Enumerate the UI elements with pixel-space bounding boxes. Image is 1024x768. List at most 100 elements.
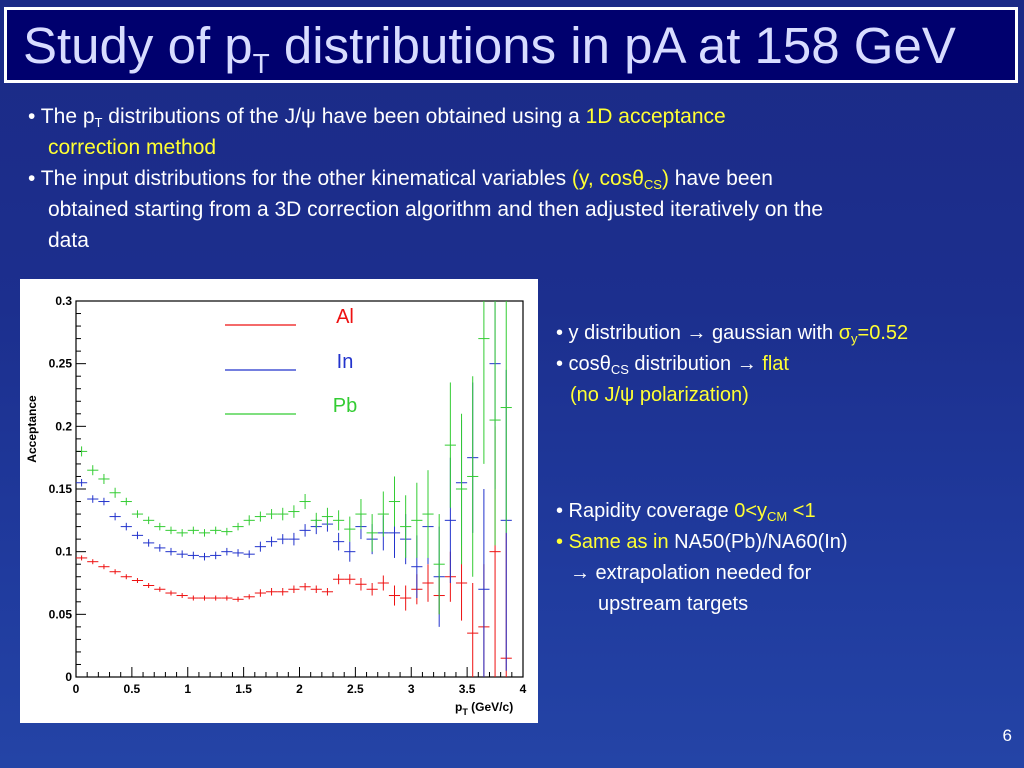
data-point-pb <box>299 494 311 510</box>
y-tick-label: 0.1 <box>55 545 72 559</box>
bullet-2-line-2: obtained starting from a 3D correction a… <box>48 198 824 221</box>
data-point-pb <box>187 526 199 535</box>
data-point-pb <box>154 522 166 531</box>
y-tick-label: 0 <box>65 670 72 684</box>
data-point-pb <box>198 529 211 537</box>
axes: 0 0.5 1 1.5 2 2.5 3 3.5 4 0 0.05 0.1 0.15 0.2 0.25 0.3 A… <box>25 294 527 717</box>
series-layer <box>76 301 512 677</box>
b1-sub: T <box>94 115 103 130</box>
rb2-l3-b: extrapolation needed for <box>590 562 812 584</box>
data-point-pb <box>400 495 412 558</box>
right-bullets-1: • y distribution → gaussian with σy=0.52… <box>556 318 908 411</box>
data-point-al <box>254 589 266 597</box>
x-tick-label: 3 <box>408 682 415 696</box>
legend-label-pb: Pb <box>333 395 357 417</box>
data-point-pb <box>210 526 222 535</box>
theta-symbol: θ <box>632 167 644 190</box>
y-tick-label: 0.15 <box>49 482 73 496</box>
data-point-in <box>344 541 356 562</box>
data-point-al <box>467 583 479 677</box>
data-point-al <box>176 593 188 599</box>
data-point-in <box>265 536 278 547</box>
data-point-in <box>176 550 188 558</box>
slide-title-box: Study of pT distributions in pA at 158 G… <box>4 7 1018 83</box>
arrow-icon: → <box>570 562 590 584</box>
upstream-targets-line: upstream targets <box>598 593 749 615</box>
data-point-in <box>243 550 255 558</box>
legend-label-in: In <box>337 351 354 373</box>
data-point-al <box>165 590 177 596</box>
data-point-pb <box>254 511 266 522</box>
x-tick-label: 4 <box>520 682 527 696</box>
b1-highlight-1: 1D acceptance <box>585 105 726 128</box>
data-point-in <box>76 478 88 487</box>
data-point-al <box>277 588 289 596</box>
legend: Al In Pb <box>225 306 357 417</box>
rapidity-line: • Rapidity coverage 0<yCM <1 <box>556 496 848 527</box>
data-point-in <box>154 544 166 552</box>
rb2-hl-sub: CM <box>767 509 788 524</box>
data-point-al <box>120 574 132 580</box>
series-in <box>76 301 512 677</box>
costheta-line: • cosθCS distribution → flat <box>556 349 908 380</box>
title-prefix: Study of p <box>23 17 253 74</box>
y-axis-label: Acceptance <box>25 395 39 463</box>
data-point-in <box>120 522 132 531</box>
data-point-pb <box>265 509 278 520</box>
y-distribution-line: • y distribution → gaussian with σy=0.52 <box>556 318 908 349</box>
acceptance-chart: Al In Pb 0 0.5 1 1.5 2 2.5 3 3.5 4 0 0.05 0.1 0.15 0.2 0… <box>20 279 538 723</box>
rb1-l2-sub: CS <box>610 362 629 377</box>
bullet-2-line-1: • The input distributions for the other … <box>28 163 1013 194</box>
y-tick-label: 0.05 <box>49 607 73 621</box>
b2-highlight: (y, cosθCS) <box>572 167 669 191</box>
data-point-in <box>232 549 244 557</box>
data-point-al <box>388 585 401 606</box>
same-as-line: • Same as in NA50(Pb)/NA60(In) <box>556 527 848 558</box>
legend-label-al: Al <box>336 306 354 328</box>
rb1-l2-b: distribution <box>628 353 737 375</box>
data-point-al <box>187 595 199 601</box>
theta-symbol: θ <box>599 353 611 375</box>
b1-a: • The p <box>28 105 95 128</box>
data-point-pb <box>143 516 155 525</box>
data-point-al <box>355 577 367 591</box>
data-point-pb <box>131 510 144 518</box>
data-point-pb <box>310 512 322 528</box>
data-point-in <box>478 489 490 677</box>
psi-symbol: ψ <box>620 384 635 406</box>
data-point-pb <box>109 487 121 498</box>
data-point-al <box>366 583 378 596</box>
data-point-al <box>198 595 211 601</box>
data-point-pb <box>232 522 244 531</box>
data-point-pb <box>355 499 367 530</box>
flat-label: flat <box>756 353 789 375</box>
data-point-in <box>143 539 155 547</box>
data-point-in <box>254 541 266 552</box>
x-tick-label: 2.5 <box>347 682 364 696</box>
rapidity-range: 0<yCM <1 <box>734 500 816 524</box>
data-point-in <box>299 524 311 537</box>
data-point-al <box>377 575 389 591</box>
b2-a: • The input distributions for the other … <box>28 167 572 190</box>
rb2-l1-a: • Rapidity coverage <box>556 500 735 522</box>
data-point-al <box>333 574 345 585</box>
data-point-pb <box>120 497 132 506</box>
sigma-val: =0.52 <box>857 322 909 344</box>
title-subscript: T <box>252 48 270 79</box>
psi-symbol: ψ <box>300 105 316 128</box>
data-point-in <box>98 497 110 506</box>
data-point-pb <box>277 507 289 521</box>
rb2-hl-b: <1 <box>787 500 816 522</box>
data-point-pb <box>433 514 445 615</box>
data-point-al <box>131 577 144 583</box>
data-point-pb <box>467 376 479 577</box>
y-tick-label: 0.2 <box>55 419 72 433</box>
data-point-pb <box>333 510 345 531</box>
x-tick-label: 1 <box>184 682 191 696</box>
data-point-pb <box>489 301 501 546</box>
rb1-l1-b: gaussian with <box>706 322 839 344</box>
data-point-in <box>87 495 99 503</box>
y-tick-label: 0.3 <box>55 294 72 308</box>
arrow-icon: → <box>736 353 757 375</box>
